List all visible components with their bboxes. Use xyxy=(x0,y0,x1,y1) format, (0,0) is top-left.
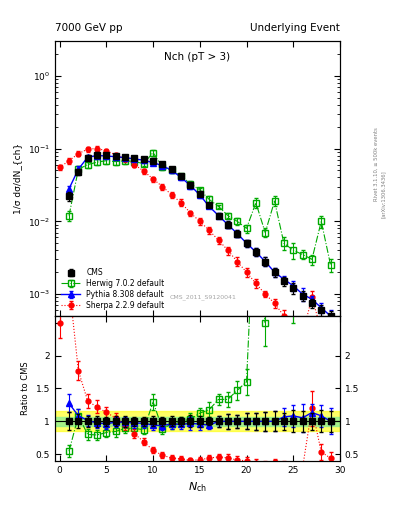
Text: Underlying Event: Underlying Event xyxy=(250,23,340,33)
Legend: CMS, Herwig 7.0.2 default, Pythia 8.308 default, Sherpa 2.2.9 default: CMS, Herwig 7.0.2 default, Pythia 8.308 … xyxy=(59,266,167,312)
Bar xyxy=(55,417,340,426)
Text: [arXiv:1306.3436]: [arXiv:1306.3436] xyxy=(381,170,386,219)
Y-axis label: Ratio to CMS: Ratio to CMS xyxy=(21,361,30,415)
Text: Rivet 3.1.10, ≥ 500k events: Rivet 3.1.10, ≥ 500k events xyxy=(374,127,379,201)
Text: 7000 GeV pp: 7000 GeV pp xyxy=(55,23,123,33)
Text: CMS_2011_S9120041: CMS_2011_S9120041 xyxy=(170,294,237,300)
Y-axis label: 1/σ dσ/dN_{ch}: 1/σ dσ/dN_{ch} xyxy=(13,143,22,214)
Bar xyxy=(55,412,340,431)
Text: Nch (pT > 3): Nch (pT > 3) xyxy=(164,52,231,62)
X-axis label: $N_\mathrm{ch}$: $N_\mathrm{ch}$ xyxy=(188,480,207,494)
